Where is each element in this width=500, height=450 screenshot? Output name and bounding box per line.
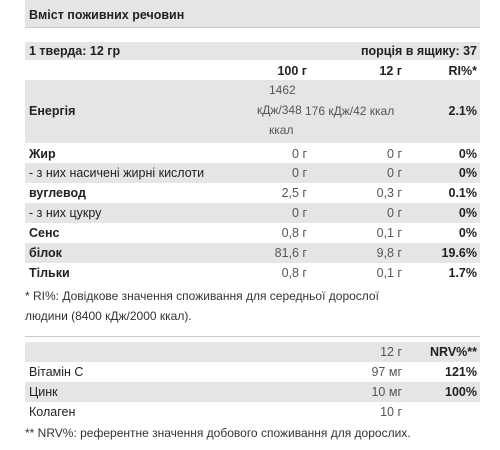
nutrient-ri: 0%: [458, 166, 477, 180]
table-row: Тільки 0,8 г 0,1 г 1.7%: [25, 263, 480, 283]
ri-footnote-line2: людини (8400 кДж/2000 ккал).: [25, 309, 192, 323]
header-ri: RI%*: [448, 64, 477, 78]
servings-per-box: порція в ящику: 37: [360, 44, 477, 58]
nrv-header-row: 12 г NRV%**: [25, 342, 480, 362]
table-row: вуглевод 2,5 г 0,3 г 0.1%: [25, 183, 480, 203]
nutrient-100g: 0,8 г: [281, 226, 307, 240]
table-row: Сенс 0,8 г 0,1 г 0%: [25, 223, 480, 243]
nutrient-12g: 0 г: [387, 166, 402, 180]
section-divider: [25, 336, 480, 337]
serving-size: 1 тверда: 12 гр: [29, 44, 121, 58]
nrv-12g: 97 мг: [371, 365, 402, 379]
energy-ri: 2.1%: [448, 104, 478, 118]
nutrient-100g: 0 г: [292, 147, 307, 161]
nutrient-ri: 0.1%: [448, 186, 478, 200]
table-row: Вітамін C 97 мг 121%: [25, 362, 480, 382]
nutrient-label: - з них цукру: [29, 206, 102, 220]
ri-footnote: * RI%: Довідкове значення споживання для…: [25, 286, 379, 326]
table-row: білок 81,6 г 9,8 г 19.6%: [25, 243, 480, 263]
nutrient-label: - з них насичені жирні кислоти: [29, 166, 205, 180]
nutrient-ri: 0%: [458, 147, 477, 161]
table-row: - з них насичені жирні кислоти 0 г 0 г 0…: [25, 163, 480, 183]
nrv-percent: 100%: [445, 385, 477, 399]
nutrient-100g: 2,5 г: [281, 186, 307, 200]
header-100g: 100 г: [277, 64, 307, 78]
nutrient-100g: 0,8 г: [281, 266, 307, 280]
energy-kj-kcal-100g: кДж/348: [257, 103, 302, 117]
table-row: Цинк 10 мг 100%: [25, 382, 480, 402]
nutrient-12g: 0,1 г: [376, 266, 402, 280]
nrv-label: Цинк: [29, 385, 58, 399]
nutrient-12g: 9,8 г: [376, 246, 402, 260]
nutrient-ri: 0%: [458, 226, 477, 240]
nutrient-ri: 0%: [458, 206, 477, 220]
nutrient-ri: 1.7%: [448, 266, 478, 280]
table-row: Колаген 10 г: [25, 402, 480, 422]
nutrient-12g: 0,1 г: [376, 226, 402, 240]
nutrient-label: білок: [29, 246, 62, 260]
nutrient-100g: 81,6 г: [274, 246, 307, 260]
nrv-header-12g: 12 г: [380, 345, 402, 359]
header-12g: 12 г: [379, 64, 402, 78]
column-header-row: 100 г 12 г RI%*: [25, 62, 480, 80]
table-row: Жир 0 г 0 г 0%: [25, 144, 480, 163]
energy-kcal-100g: ккал: [269, 123, 294, 137]
nutrient-100g: 0 г: [292, 166, 307, 180]
energy-12g: 176 кДж/42 ккал: [305, 104, 395, 118]
nutrient-label: вуглевод: [29, 186, 86, 200]
nrv-footnote: ** NRV%: референтне значення добового сп…: [25, 426, 411, 440]
ri-footnote-line1: * RI%: Довідкове значення споживання для…: [25, 289, 379, 303]
nutrient-label: Сенс: [29, 226, 60, 240]
energy-kj-100g: 1462: [269, 83, 296, 97]
serving-bar: 1 тверда: 12 гр порція в ящику: 37: [25, 42, 480, 60]
nrv-12g: 10 мг: [371, 385, 402, 399]
nrv-label: Колаген: [29, 405, 76, 419]
nrv-label: Вітамін C: [29, 365, 84, 379]
nutrient-12g: 0,3 г: [376, 186, 402, 200]
nrv-percent: 121%: [445, 365, 477, 379]
nrv-header-percent: NRV%**: [429, 345, 477, 359]
energy-label: Енергія: [29, 104, 76, 118]
nutrient-12g: 0 г: [387, 147, 402, 161]
nutrient-12g: 0 г: [387, 206, 402, 220]
nutrient-ri: 19.6%: [441, 246, 477, 260]
nutrient-label: Жир: [29, 147, 56, 161]
nrv-12g: 10 г: [380, 405, 402, 419]
table-row-energy: Енергія 1462 кДж/348 ккал 176 кДж/42 кка…: [25, 80, 480, 143]
table-row: - з них цукру 0 г 0 г 0%: [25, 203, 480, 223]
nutrient-label: Тільки: [29, 266, 70, 280]
table-title-bar: Вміст поживних речовин: [25, 0, 480, 28]
nutrient-100g: 0 г: [292, 206, 307, 220]
table-title: Вміст поживних речовин: [29, 8, 185, 22]
